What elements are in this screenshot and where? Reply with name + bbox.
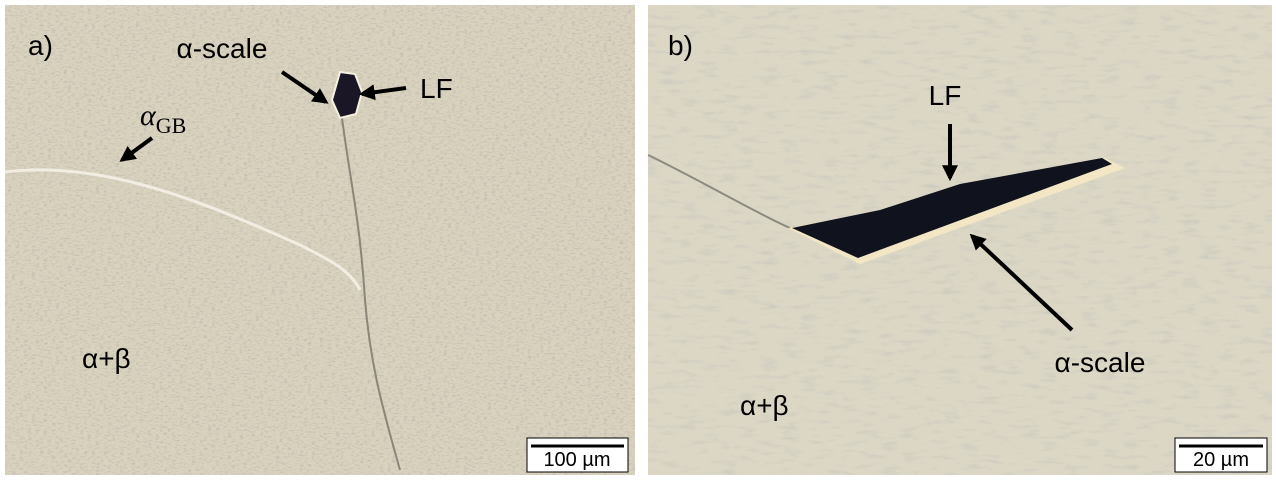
scale-bar-label: 20 µm <box>1193 449 1249 471</box>
micrograph-texture <box>5 5 635 475</box>
page: {"panels": [ {"id": "a)", "labels": {"al… <box>0 0 1276 477</box>
scale-bar-label: 100 µm <box>543 449 610 471</box>
panel-a: a) α-scale LF αGB α+β 100 µm <box>5 5 635 475</box>
phase-label: α+β <box>740 390 789 421</box>
panel-label: a) <box>28 30 53 61</box>
panel-label: b) <box>668 30 693 61</box>
panel-b: b) LF α-scale α+β 20 µm <box>648 5 1272 475</box>
alpha-scale-label: α-scale <box>1055 347 1146 378</box>
phase-label: α+β <box>82 343 131 374</box>
figure: a) α-scale LF αGB α+β 100 µm b) LF α-sca… <box>0 0 1276 477</box>
alpha-scale-label: α-scale <box>177 33 268 64</box>
lf-label: LF <box>420 73 453 104</box>
lf-label: LF <box>929 80 962 111</box>
